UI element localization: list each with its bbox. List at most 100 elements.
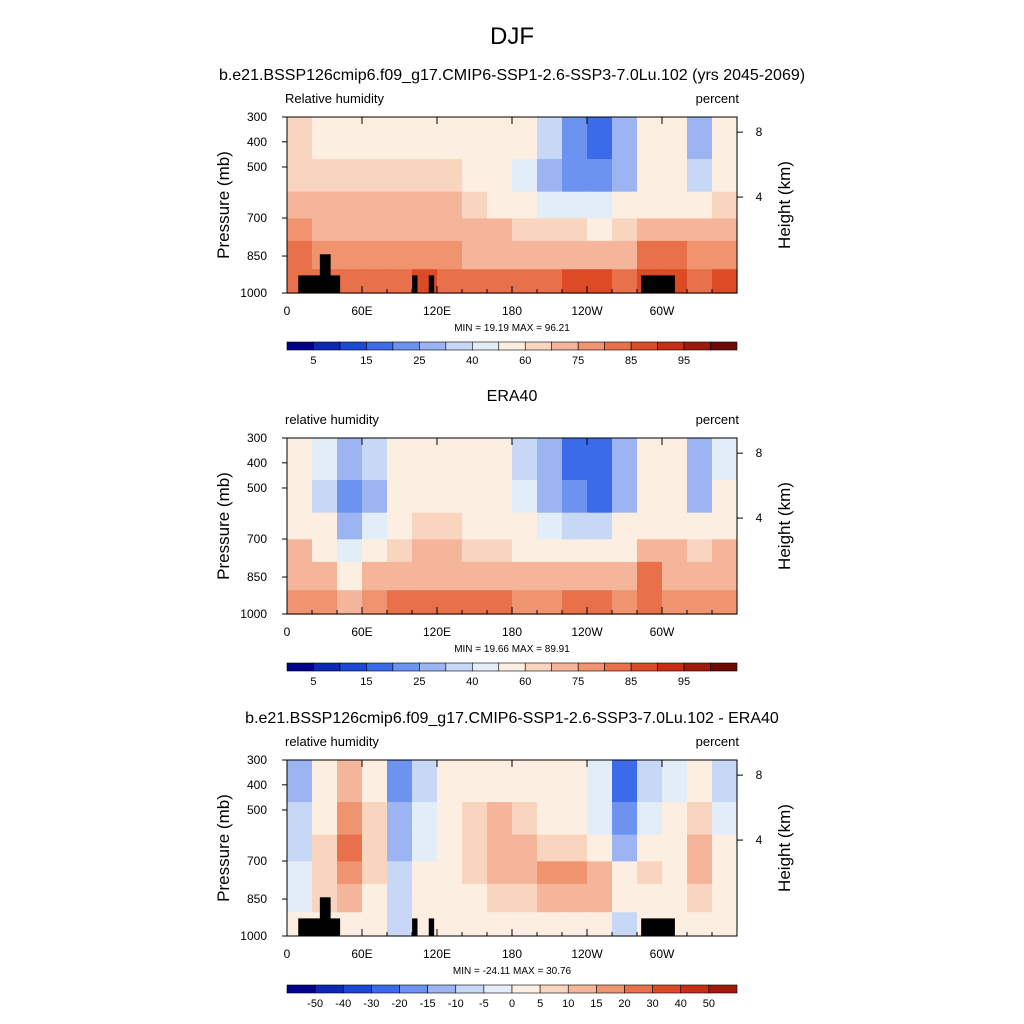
heatmap-cell [337, 861, 363, 885]
heatmap-cell [512, 590, 538, 615]
heatmap-cell [612, 191, 638, 219]
colorbar-label: 15 [590, 998, 602, 1010]
colorbar-label: 10 [562, 998, 574, 1010]
heatmap-cell [612, 480, 638, 514]
topography-mask [298, 254, 675, 293]
x-tick-label: 120W [571, 625, 603, 639]
x-tick-label: 120W [571, 304, 603, 318]
heatmap-cell [512, 269, 538, 294]
heatmap-cell [562, 861, 588, 885]
colorbar-swatch [286, 341, 314, 351]
variable-label: relative humidity [285, 412, 379, 427]
heatmap-cell [537, 861, 563, 885]
heatmap-cell [537, 883, 563, 913]
heatmap-cell [487, 912, 513, 937]
heatmap-cell [512, 802, 538, 836]
heatmap-cell [612, 760, 638, 803]
heatmap-cell [487, 117, 513, 160]
heatmap-cell [687, 512, 713, 540]
heatmap-cell [412, 480, 438, 514]
topography-block [298, 918, 341, 936]
colorbar-label: -10 [448, 998, 464, 1010]
heatmap-cell [612, 883, 638, 913]
heatmap-cell [712, 883, 738, 913]
heatmap-cell [462, 269, 488, 294]
heatmap-cell [287, 883, 313, 913]
heatmap-cell [662, 861, 688, 885]
colorbar-swatch [683, 341, 711, 351]
heatmap-cell [287, 760, 313, 803]
colorbar-swatch [342, 984, 372, 994]
heatmap-cell [362, 561, 388, 591]
colorbar-swatch [498, 662, 526, 672]
colorbar-label: 95 [678, 676, 690, 688]
heatmap-cell [562, 561, 588, 591]
heatmap-cell [412, 117, 438, 160]
heatmap-cell [562, 438, 588, 481]
heatmap-cell [637, 861, 663, 885]
heatmap-cell [712, 269, 738, 294]
height-axis-title: Height (km) [775, 161, 794, 249]
heatmap-cell [412, 802, 438, 836]
colorbar-swatch [286, 662, 314, 672]
heatmap-cell [412, 561, 438, 591]
heatmap-cell [637, 802, 663, 836]
heatmap-cell [337, 834, 363, 862]
heatmap-cell [387, 802, 413, 836]
heatmap-cell [312, 760, 338, 803]
colorbar-swatch [630, 341, 658, 351]
colorbar-swatch [427, 984, 457, 994]
heatmap-cell [412, 883, 438, 913]
heatmap-cell [287, 561, 313, 591]
heatmap-cell [662, 760, 688, 803]
heatmap-cell [487, 269, 513, 294]
y-tick-label: 850 [247, 570, 267, 584]
y-tick-label: 850 [247, 892, 267, 906]
heatmap-cell [362, 512, 388, 540]
variable-label: Relative humidity [285, 91, 384, 106]
heatmap-cell [587, 802, 613, 836]
heatmap-cell [587, 512, 613, 540]
heatmap-cell [562, 883, 588, 913]
units-label: percent [696, 412, 740, 427]
colorbar-label: 20 [618, 998, 630, 1010]
heatmap-cell [437, 561, 463, 591]
x-tick-label: 120E [423, 304, 451, 318]
heatmap-cell [287, 438, 313, 481]
heatmap-cell [612, 561, 638, 591]
heatmap-cell [537, 269, 563, 294]
heatmap-cell [462, 159, 488, 193]
heatmap-cell [637, 191, 663, 219]
heatmap-cell [587, 218, 613, 242]
heatmap-cell [562, 269, 588, 294]
heatmap-cell [687, 240, 713, 270]
heatmap-cell [387, 269, 413, 294]
heatmap-cell [337, 438, 363, 481]
heatmap-cell [712, 590, 738, 615]
x-tick-label: 120W [571, 947, 603, 961]
heatmap-cell [312, 590, 338, 615]
heatmap-cell [287, 802, 313, 836]
heatmap-cell [387, 861, 413, 885]
heatmap-cell [512, 159, 538, 193]
heatmap-cell [312, 117, 338, 160]
heatmap-cell [662, 480, 688, 514]
heatmap-cell [462, 883, 488, 913]
heatmap-cell [287, 590, 313, 615]
heatmap-cell [612, 269, 638, 294]
heatmap-cell [487, 834, 513, 862]
heatmap-cell [537, 191, 563, 219]
heatmap-cell [537, 512, 563, 540]
heatmap-cell [612, 240, 638, 270]
heatmap-cell [512, 438, 538, 481]
heatmap-cell [712, 802, 738, 836]
colorbar-label: 50 [703, 998, 715, 1010]
y-tick-label: 1000 [240, 286, 267, 300]
heatmap-cell [512, 834, 538, 862]
heatmap-cell [537, 590, 563, 615]
heatmap-cell [437, 760, 463, 803]
heatmap-cell [437, 512, 463, 540]
y-tick-label: 1000 [240, 607, 267, 621]
topography-block [319, 254, 331, 293]
heatmap-cell [687, 912, 713, 937]
